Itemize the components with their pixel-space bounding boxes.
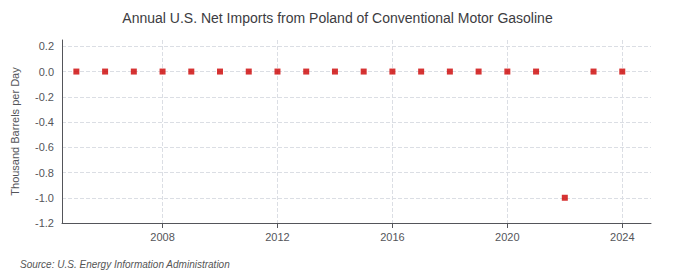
svg-text:Source: U.S. Energy Informatio: Source: U.S. Energy Information Administ…	[20, 259, 230, 270]
svg-text:Annual U.S. Net Imports from P: Annual U.S. Net Imports from Poland of C…	[122, 10, 553, 26]
svg-text:0.2: 0.2	[39, 40, 54, 52]
svg-text:-0.6: -0.6	[35, 141, 54, 153]
svg-text:0.0: 0.0	[39, 66, 54, 78]
svg-text:-0.2: -0.2	[35, 91, 54, 103]
svg-text:2008: 2008	[150, 231, 174, 243]
svg-text:2012: 2012	[265, 231, 289, 243]
svg-text:2020: 2020	[495, 231, 519, 243]
svg-text:Thousand Barrels per Day: Thousand Barrels per Day	[9, 67, 21, 196]
svg-text:-0.8: -0.8	[35, 167, 54, 179]
svg-text:-1.0: -1.0	[35, 192, 54, 204]
svg-text:2016: 2016	[380, 231, 404, 243]
svg-text:2024: 2024	[610, 231, 634, 243]
svg-text:-0.4: -0.4	[35, 116, 54, 128]
svg-text:-1.2: -1.2	[35, 217, 54, 229]
